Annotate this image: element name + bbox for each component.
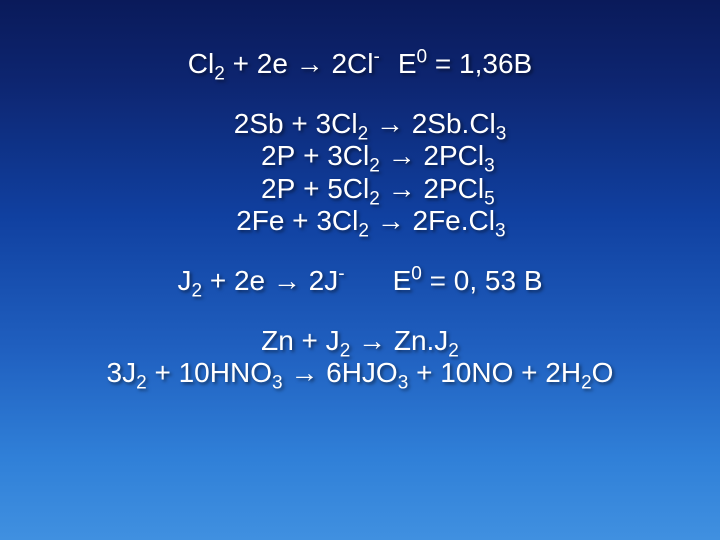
eq2-row: 2P + 3Cl2 → 2PCl3 <box>225 140 494 172</box>
eq4-row: 3J2 + 10HNO3 → 6HJO3 + 10NO + 2H2O <box>107 357 614 389</box>
eq1-reaction: Cl2 + 2e → 2Cl- <box>188 48 380 80</box>
eq4-row: Zn + J2 → Zn.J2 <box>261 325 459 357</box>
eq2-row: 2Fe + 3Cl2 → 2Fe.Cl3 <box>214 205 505 237</box>
eq2-right: + 3Cl2 → 2PCl3 <box>295 140 494 172</box>
eq2-right: + 3Cl2 → 2Fe.Cl3 <box>284 205 505 237</box>
eq1-potential: E0 = 1,36B <box>398 48 532 80</box>
equation-line-1: Cl2 + 2e → 2Cl- E0 = 1,36B <box>188 48 532 80</box>
eq2-left: 2Sb <box>214 108 284 140</box>
eq2-left: 2P <box>225 140 295 172</box>
eq2-left: 2Fe <box>214 205 284 237</box>
equation-line-3: J2 + 2e → 2J- E0 = 0, 53 B <box>177 265 542 297</box>
equation-block-4: Zn + J2 → Zn.J2 3J2 + 10HNO3 → 6HJO3 + 1… <box>107 325 614 389</box>
eq3-potential: E0 = 0, 53 B <box>393 265 543 297</box>
eq2-right: + 3Cl2 → 2Sb.Cl3 <box>284 108 507 140</box>
slide-content: Cl2 + 2e → 2Cl- E0 = 1,36B 2Sb + 3Cl2 → … <box>0 0 720 390</box>
eq2-row: 2P + 5Cl2 → 2PCl5 <box>225 173 494 205</box>
eq2-right: + 5Cl2 → 2PCl5 <box>295 173 494 205</box>
equation-block-2: 2Sb + 3Cl2 → 2Sb.Cl3 2P + 3Cl2 → 2PCl3 2… <box>214 108 507 237</box>
eq2-row: 2Sb + 3Cl2 → 2Sb.Cl3 <box>214 108 507 140</box>
eq2-left: 2P <box>225 173 295 205</box>
eq3-reaction: J2 + 2e → 2J- <box>177 265 344 297</box>
